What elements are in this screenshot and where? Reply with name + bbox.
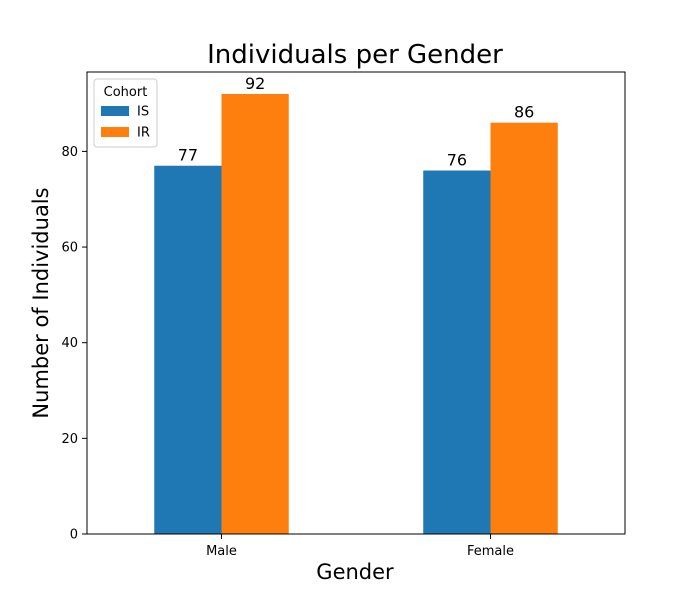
legend-label-IS: IS (137, 105, 149, 120)
legend-swatch-IR (101, 127, 129, 137)
legend-label-IR: IR (137, 126, 150, 141)
data-label-IS-Male: 77 (178, 146, 198, 165)
y-tick-label: 40 (61, 336, 78, 351)
x-tick-label: Female (467, 544, 514, 559)
y-axis-label: Number of Individuals (29, 187, 53, 418)
x-tick-label: Male (206, 544, 237, 559)
legend-title: Cohort (104, 85, 148, 100)
data-label-IR-Male: 92 (245, 74, 265, 93)
y-tick-label: 0 (70, 528, 78, 543)
data-label-IR-Female: 86 (514, 103, 534, 122)
bar-IS-Female (423, 170, 491, 535)
bar-IS-Male (154, 165, 222, 534)
bar-IR-Male (221, 94, 289, 534)
y-tick-label: 60 (61, 241, 78, 256)
bar-IR-Female (490, 122, 558, 535)
y-tick-label: 20 (61, 432, 78, 447)
plot-frame (86, 71, 626, 535)
data-label-IS-Female: 76 (447, 151, 467, 170)
legend-swatch-IS (101, 106, 129, 116)
chart-title: Individuals per Gender (207, 40, 503, 70)
legend: Cohort IS IR (93, 78, 158, 148)
plot-area: 77 92 Male 76 86 Female 0 20 40 60 80 (61, 71, 626, 559)
x-axis-label: Gender (316, 560, 394, 584)
y-tick-label: 80 (61, 145, 78, 160)
